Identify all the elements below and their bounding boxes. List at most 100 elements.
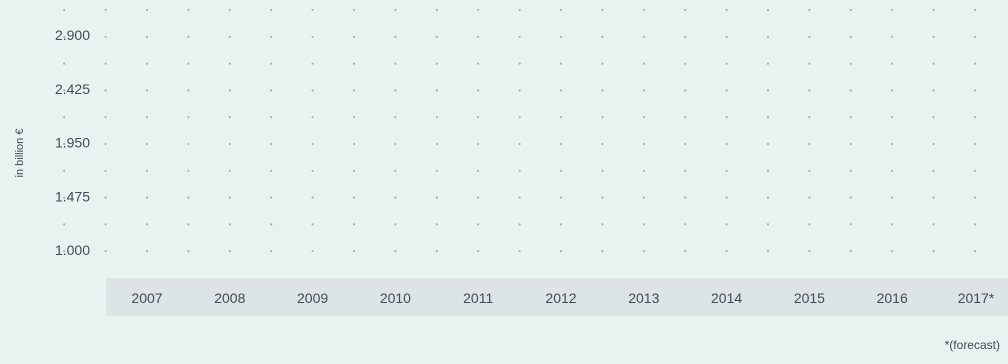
grid-dot: [849, 35, 852, 38]
x-tick-label: 2008: [214, 290, 245, 306]
grid-dot: [518, 223, 521, 226]
grid-dot: [518, 89, 521, 92]
x-tick-label: 2016: [877, 290, 908, 306]
grid-dot: [63, 62, 66, 65]
grid-dot: [518, 62, 521, 65]
grid-dot: [270, 116, 273, 119]
bars: [143, 20, 979, 258]
grid-dot: [270, 250, 273, 253]
grid-dot: [270, 89, 273, 92]
grid-dot: [601, 116, 604, 119]
grid-dot: [63, 8, 66, 12]
grid-dot: [104, 250, 107, 253]
y-tick-label: 1.950: [55, 135, 90, 151]
grid-dot: [270, 62, 273, 65]
grid-dot: [187, 196, 190, 199]
grid-dot: [766, 116, 770, 119]
grid-dot: [187, 223, 190, 226]
grid-dot: [518, 116, 521, 119]
grid-dot: [187, 62, 190, 65]
footnote: *(forecast): [944, 338, 1000, 352]
grid-dot: [104, 8, 107, 12]
grid-dot: [601, 223, 604, 226]
grid-dot: [849, 250, 852, 253]
grid-dot: [270, 169, 273, 172]
grid-dot: [352, 62, 356, 65]
grid-dot: [849, 196, 852, 199]
grid-dot: [435, 223, 438, 226]
grid-dot: [725, 8, 728, 12]
grid-dot: [394, 8, 397, 12]
grid-dot: [684, 8, 687, 12]
grid-dot: [601, 169, 604, 172]
grid-dot: [684, 89, 687, 92]
grid-dot: [601, 35, 604, 38]
grid-dot: [518, 196, 521, 199]
grid-dot: [518, 35, 521, 38]
grid-dot: [684, 169, 687, 172]
y-tick-label: 1.000: [55, 242, 90, 258]
grid-dot: [559, 35, 563, 38]
grid-dot: [435, 116, 438, 119]
grid-dot: [601, 89, 604, 92]
grid-dot: [104, 169, 107, 172]
grid-dot: [187, 142, 190, 146]
grid-dot: [104, 35, 107, 38]
grid-dot: [477, 8, 480, 12]
grid-dot: [849, 62, 852, 65]
grid-dot: [766, 250, 770, 253]
grid-dot: [104, 116, 107, 119]
grid-dot: [311, 8, 314, 12]
grid-dot: [932, 8, 935, 12]
grid-dot: [932, 89, 935, 92]
grid-dot: [766, 142, 770, 146]
grid-dot: [352, 116, 356, 119]
grid-dot: [932, 116, 935, 119]
grid-dot: [891, 8, 894, 12]
grid-dot: [104, 62, 107, 65]
grid-dot: [270, 142, 273, 146]
grid-dot: [352, 223, 356, 226]
x-tick-label: 2010: [380, 290, 411, 306]
grid-dot: [311, 89, 314, 92]
grid-dot: [104, 196, 107, 199]
grid-dot: [766, 35, 770, 38]
grid-dot: [518, 8, 521, 12]
x-tick-label: 2007: [131, 290, 162, 306]
grid-dot: [766, 169, 770, 172]
grid-dot: [270, 35, 273, 38]
grid-dot: [766, 8, 770, 12]
y-tick-label: 2.425: [55, 81, 90, 97]
grid-dot: [849, 116, 852, 119]
grid-dot: [394, 62, 397, 65]
grid-dot: [63, 196, 66, 199]
grid-dot: [601, 62, 604, 65]
grid-dot: [435, 250, 438, 253]
grid-dot: [187, 250, 190, 253]
x-axis-ticks: 2007 2008 2009 2010 2011 2012 2013 2014 2015 2016…: [131, 290, 994, 306]
grid-dot: [684, 196, 687, 199]
grid-dot: [601, 196, 604, 199]
grid-dot: [849, 169, 852, 172]
grid-dot: [849, 8, 852, 12]
grid-dot: [352, 142, 356, 146]
grid-dot: [228, 35, 231, 38]
grid-dot: [352, 8, 356, 12]
grid-dot: [352, 89, 356, 92]
grid-dot: [104, 89, 107, 92]
grid-dot: [435, 196, 438, 199]
x-tick-label: 2011: [463, 290, 493, 306]
grid-dot: [311, 35, 314, 38]
grid-dot: [684, 250, 687, 253]
grid-dot: [270, 223, 273, 226]
grid-dot: [394, 35, 397, 38]
grid-dot: [145, 35, 149, 38]
grid-dot: [849, 89, 852, 92]
grid-dot: [352, 196, 356, 199]
grid-dot: [435, 8, 438, 12]
grid-dot: [228, 8, 231, 12]
grid-dot: [849, 223, 852, 226]
grid-dot: [766, 196, 770, 199]
grid-dot: [63, 223, 66, 226]
